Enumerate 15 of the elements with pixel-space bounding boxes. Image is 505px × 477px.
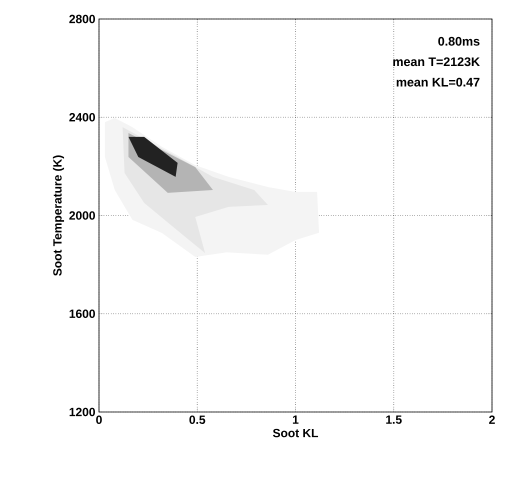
y-tick-label: 1600 [70, 310, 95, 318]
x-tick-label: 1 [292, 416, 298, 424]
y-tick-label: 2000 [69, 211, 95, 220]
y-axis-title: Soot Temperature (K) [52, 155, 64, 276]
x-tick-label: 0.5 [189, 416, 206, 424]
x-tick-label: 1.5 [386, 416, 402, 424]
y-tick-label: 2400 [69, 113, 95, 122]
y-tick-label: 1200 [70, 408, 95, 416]
annotation: 0.80ms [438, 36, 480, 46]
x-tick-label: 0 [96, 416, 102, 424]
x-axis-title: Soot KL [272, 428, 318, 438]
y-tick-label: 2800 [69, 14, 95, 24]
annotation: mean KL=0.47 [396, 78, 480, 87]
x-tick-label: 2 [489, 416, 495, 424]
annotation: mean T=2123K [393, 57, 480, 66]
